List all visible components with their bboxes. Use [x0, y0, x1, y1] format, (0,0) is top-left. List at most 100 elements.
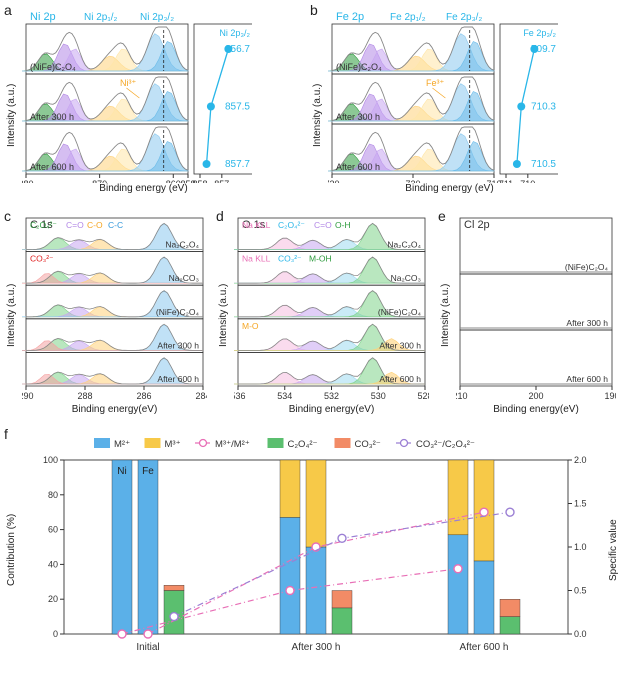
svg-text:M-OH: M-OH [309, 254, 332, 264]
panel-e: e [438, 208, 446, 224]
panel-b: b [310, 2, 318, 18]
panel-c-label: c [4, 208, 11, 224]
svg-text:M³⁺/M²⁺: M³⁺/M²⁺ [215, 439, 250, 450]
svg-text:C₂O₄²⁻: C₂O₄²⁻ [30, 220, 57, 230]
svg-text:Ni: Ni [117, 466, 126, 477]
svg-text:Fe 2p₃/₂: Fe 2p₃/₂ [446, 12, 482, 23]
panel-d-plot: O 1sNa₂C₂O₄Na KLLC₂O₄²⁻C=OO-HNa₂CO₃Na KL… [234, 214, 429, 404]
svg-text:Ni³⁺: Ni³⁺ [120, 78, 136, 88]
svg-text:After 600 h: After 600 h [157, 374, 199, 384]
panel-e-label: e [438, 208, 446, 224]
svg-text:After 600 h: After 600 h [566, 374, 608, 384]
svg-text:CO₃²⁻/C₂O₄²⁻: CO₃²⁻/C₂O₄²⁻ [416, 439, 475, 450]
svg-text:Ni 2p₃/₂: Ni 2p₃/₂ [219, 28, 250, 38]
svg-text:Na₂C₂O₄: Na₂C₂O₄ [387, 240, 421, 250]
panel-f-label: f [4, 426, 8, 442]
svg-text:710.3: 710.3 [531, 102, 556, 113]
svg-text:Na KLL: Na KLL [242, 220, 271, 230]
svg-text:C-C: C-C [108, 220, 123, 230]
svg-text:Cl 2p: Cl 2p [464, 219, 490, 231]
svg-text:CO₃²⁻: CO₃²⁻ [278, 254, 302, 264]
svg-text:534: 534 [277, 391, 292, 401]
svg-text:80: 80 [48, 490, 58, 500]
svg-text:Initial: Initial [136, 642, 159, 653]
svg-text:After 600 h: After 600 h [30, 162, 74, 172]
panel-a-label: a [4, 2, 12, 18]
svg-text:Ni 2p₃/₂: Ni 2p₃/₂ [140, 12, 174, 23]
panel-b-plot: Fe 2pFe 2p₁/₂Fe 2p₃/₂(NiFe)C₂O₄After 300… [328, 8, 558, 183]
svg-text:M³⁺: M³⁺ [165, 439, 181, 450]
panel-f-yright-title: Specific value [608, 490, 619, 610]
panel-a-xaxis-title: Binding energy (eV) [36, 183, 251, 194]
svg-text:After 300 h: After 300 h [292, 642, 341, 653]
svg-text:528: 528 [417, 391, 429, 401]
panel-c: c [4, 208, 11, 224]
svg-text:730: 730 [328, 179, 340, 183]
svg-text:Na₂CO₃: Na₂CO₃ [169, 273, 199, 283]
svg-text:C-O: C-O [87, 220, 103, 230]
svg-text:CO₃²⁻: CO₃²⁻ [30, 254, 54, 264]
svg-text:M-O: M-O [242, 321, 259, 331]
panel-c-plot: C 1sNa₂C₂O₄C₂O₄²⁻C=OC-OC-CNa₂CO₃CO₃²⁻(Ni… [22, 214, 207, 404]
svg-text:288: 288 [77, 391, 92, 401]
svg-text:After 300 h: After 300 h [566, 318, 608, 328]
svg-text:After 600 h: After 600 h [379, 374, 421, 384]
svg-text:After 600 h: After 600 h [336, 162, 380, 172]
svg-text:290: 290 [22, 391, 34, 401]
svg-text:532: 532 [324, 391, 339, 401]
svg-text:857.7: 857.7 [225, 159, 250, 170]
svg-text:After 300 h: After 300 h [30, 112, 74, 122]
svg-text:Na₂CO₃: Na₂CO₃ [391, 273, 421, 283]
panel-d-xaxis-title: Binding energy(eV) [234, 404, 429, 415]
panel-d-label: d [216, 208, 224, 224]
svg-text:(NiFe)C₂O₄: (NiFe)C₂O₄ [378, 307, 422, 317]
svg-text:2.0: 2.0 [574, 455, 587, 465]
svg-text:(NiFe)C₂O₄: (NiFe)C₂O₄ [565, 262, 609, 272]
svg-text:(NiFe)C₂O₄: (NiFe)C₂O₄ [30, 62, 76, 72]
svg-text:Ni 2p: Ni 2p [30, 11, 56, 23]
panel-a: a [4, 2, 12, 18]
svg-text:880: 880 [22, 179, 34, 183]
svg-text:100: 100 [43, 455, 58, 465]
panel-c-xaxis-title: Binding energy(eV) [22, 404, 207, 415]
svg-text:C=O: C=O [314, 220, 332, 230]
svg-text:40: 40 [48, 559, 58, 569]
svg-text:190: 190 [604, 391, 616, 401]
svg-text:20: 20 [48, 594, 58, 604]
svg-text:1.0: 1.0 [574, 542, 587, 552]
panel-a-plot: Ni 2p Ni 2p₁/₂ Ni 2p₃/₂ (NiFe)C₂O₄ After 300… [22, 8, 252, 183]
svg-text:60: 60 [48, 525, 58, 535]
panel-f: f [4, 426, 8, 442]
panel-d-yaxis-title: Intensity (a.u.) [218, 260, 229, 370]
svg-text:0.0: 0.0 [574, 629, 587, 639]
panel-e-xaxis-title: Binding energy(eV) [456, 404, 616, 415]
svg-text:C₂O₄²⁻: C₂O₄²⁻ [288, 439, 318, 450]
panel-b-yaxis-title: Intensity (a.u.) [312, 60, 323, 170]
panel-e-plot: Cl 2p(NiFe)C₂O₄After 300 hAfter 600 h210… [456, 214, 616, 404]
panel-a-yaxis-title: Intensity (a.u.) [6, 60, 17, 170]
svg-text:286: 286 [136, 391, 151, 401]
panel-f-plot: M²⁺M³⁺M³⁺/M²⁺C₂O₄²⁻CO₃²⁻CO₃²⁻/C₂O₄²⁻0204… [36, 432, 596, 662]
svg-text:Ni 2p₁/₂: Ni 2p₁/₂ [84, 12, 117, 23]
svg-text:Fe 2p₃/₂: Fe 2p₃/₂ [523, 28, 556, 38]
panel-c-yaxis-title: Intensity (a.u.) [6, 260, 17, 370]
panel-e-yaxis-title: Intensity (a.u.) [440, 260, 451, 370]
svg-text:536: 536 [234, 391, 246, 401]
svg-text:Fe³⁺: Fe³⁺ [426, 78, 445, 88]
svg-text:CO₃²⁻: CO₃²⁻ [355, 439, 381, 450]
svg-text:Fe 2p₁/₂: Fe 2p₁/₂ [390, 12, 426, 23]
svg-text:200: 200 [528, 391, 543, 401]
svg-text:1.5: 1.5 [574, 499, 587, 509]
svg-text:After 600 h: After 600 h [460, 642, 509, 653]
svg-text:Na₂C₂O₄: Na₂C₂O₄ [165, 240, 199, 250]
svg-text:M²⁺: M²⁺ [114, 439, 130, 450]
svg-text:After 300 h: After 300 h [336, 112, 380, 122]
svg-text:284: 284 [195, 391, 207, 401]
svg-text:After 300 h: After 300 h [157, 340, 199, 350]
svg-text:857.5: 857.5 [225, 102, 250, 113]
svg-text:(NiFe)C₂O₄: (NiFe)C₂O₄ [336, 62, 382, 72]
svg-text:0.5: 0.5 [574, 586, 587, 596]
svg-text:C₂O₄²⁻: C₂O₄²⁻ [278, 220, 305, 230]
panel-b-label: b [310, 2, 318, 18]
svg-text:530: 530 [371, 391, 386, 401]
